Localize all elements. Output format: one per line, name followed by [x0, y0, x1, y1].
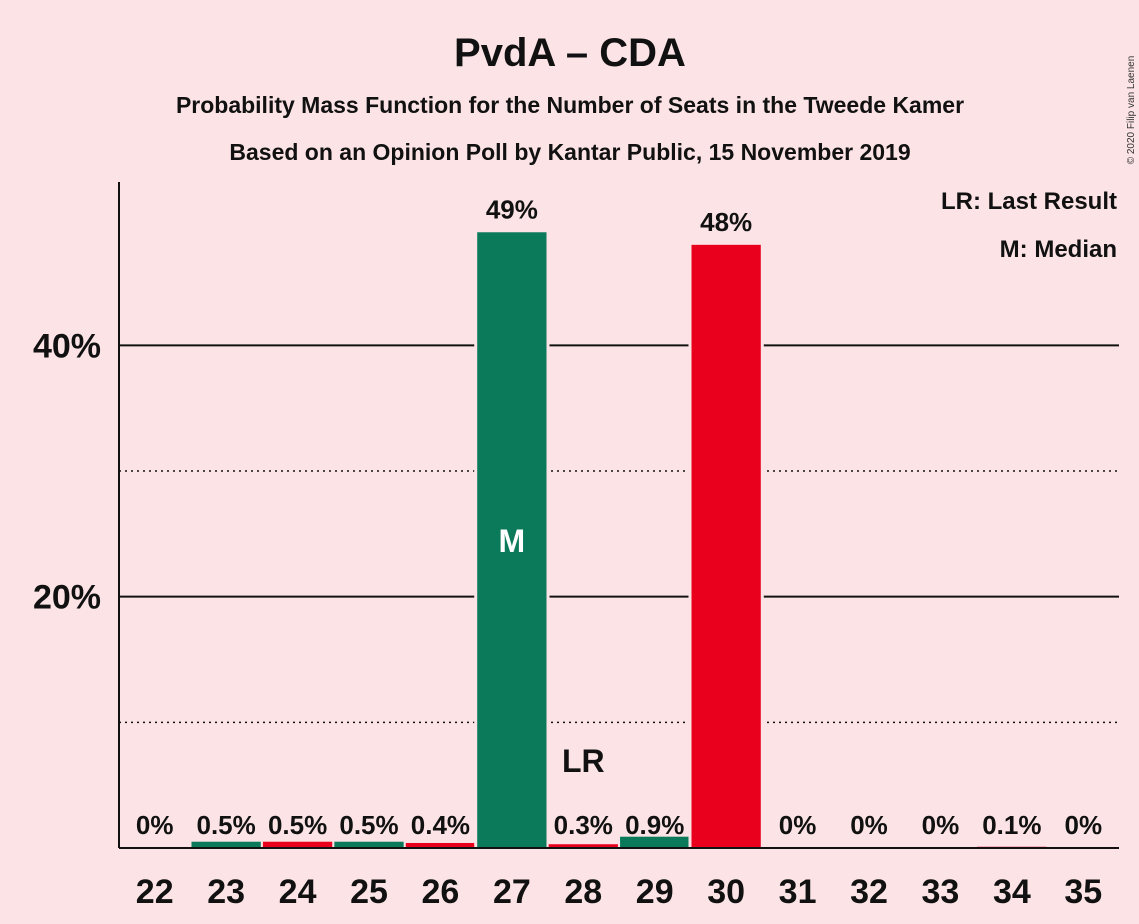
value-label-35: 0%	[1064, 810, 1102, 840]
x-tick-label-28: 28	[564, 873, 602, 911]
x-tick-label-32: 32	[850, 873, 888, 911]
value-label-28: 0.3%	[554, 810, 613, 840]
value-label-23: 0.5%	[197, 810, 256, 840]
chart-subtitle: Probability Mass Function for the Number…	[176, 92, 964, 118]
x-tick-label-23: 23	[207, 873, 245, 911]
median-marker: M	[499, 523, 526, 559]
bar-27	[477, 232, 547, 848]
labels: 0% 22 0.5% 23 0.5% 24 0.5% 25 0.4% 26 49% 27 M 0.3% 28…	[136, 194, 1102, 911]
value-label-27: 49%	[486, 194, 538, 224]
x-tick-label-35: 35	[1064, 873, 1102, 911]
x-tick-label-33: 33	[922, 873, 960, 911]
y-tick-label-0: 20%	[33, 579, 101, 617]
value-label-22: 0%	[136, 810, 174, 840]
x-tick-label-25: 25	[350, 873, 388, 911]
value-label-24: 0.5%	[268, 810, 327, 840]
value-label-26: 0.4%	[411, 810, 470, 840]
bar-29	[620, 836, 690, 848]
x-tick-label-24: 24	[279, 873, 317, 911]
copyright-notice: © 2020 Filip van Laenen	[1126, 56, 1137, 165]
x-tick-label-27: 27	[493, 873, 531, 911]
x-tick-label-30: 30	[707, 873, 745, 911]
value-label-31: 0%	[779, 810, 817, 840]
bars	[191, 232, 1047, 848]
value-label-32: 0%	[850, 810, 888, 840]
value-label-33: 0%	[922, 810, 960, 840]
y-tick-label-1: 40%	[33, 327, 101, 365]
legend-last-result: LR: Last Result	[941, 188, 1117, 215]
bar-24	[262, 841, 333, 848]
bar-26	[405, 842, 476, 848]
chart-title: PvdA – CDA	[454, 31, 686, 75]
legend-median: M: Median	[1000, 236, 1117, 263]
x-tick-label-34: 34	[993, 873, 1031, 911]
bar-30	[691, 244, 761, 848]
x-tick-label-22: 22	[136, 873, 174, 911]
bar-28	[548, 844, 618, 848]
x-tick-label-26: 26	[422, 873, 460, 911]
x-tick-label-29: 29	[636, 873, 674, 911]
value-label-25: 0.5%	[339, 810, 398, 840]
value-label-30: 48%	[700, 207, 752, 237]
value-label-29: 0.9%	[625, 810, 684, 840]
x-tick-label-31: 31	[779, 873, 817, 911]
chart-subtitle-2: Based on an Opinion Poll by Kantar Publi…	[229, 139, 910, 165]
last-result-marker: LR	[562, 743, 605, 779]
bar-25	[334, 841, 404, 848]
bar-23	[191, 841, 261, 848]
gridlines: 20% 40%	[33, 327, 1119, 724]
value-label-34: 0.1%	[982, 810, 1041, 840]
